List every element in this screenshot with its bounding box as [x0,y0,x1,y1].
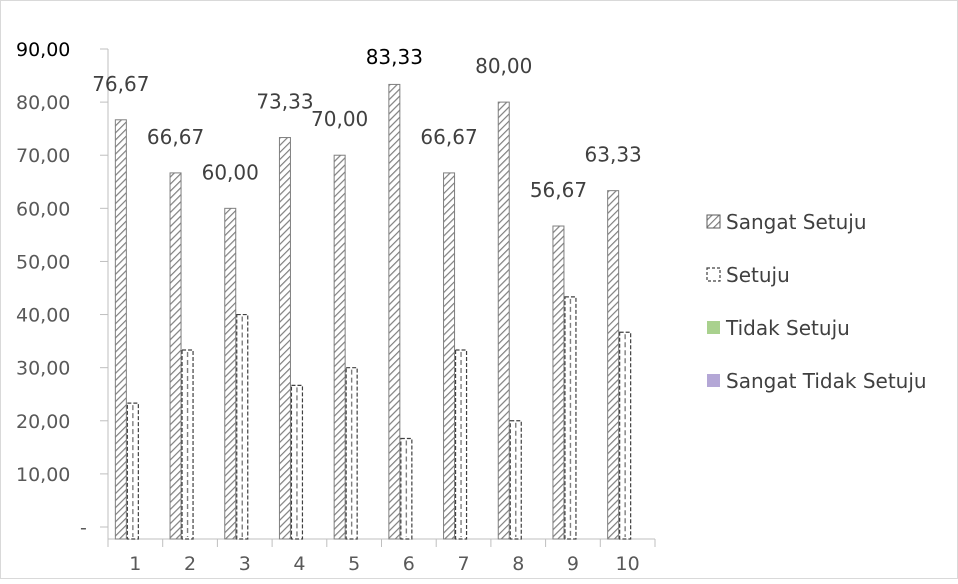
legend-label: Sangat Tidak Setuju [726,369,927,393]
x-tick-label: 8 [512,553,524,575]
y-tick-label: 60,00 [16,198,70,220]
bar-sangat-setuju [114,119,127,540]
y-tick-label: 10,00 [16,464,70,486]
bars [114,83,632,540]
bar-sangat-setuju [333,154,346,540]
data-label: 56,67 [530,178,587,202]
y-tick-label: 20,00 [16,411,70,433]
x-tick-label: 6 [403,553,415,575]
bar-sangat-setuju [497,101,510,540]
bar-setuju [619,331,632,540]
y-axis: - 10,00 20,00 30,00 40,00 50,00 60,00 70,00 80,0… [16,39,109,539]
bar-sangat-setuju [607,190,620,540]
data-label: 76,67 [92,72,149,96]
y-tick-label: 50,00 [16,251,70,273]
bar-setuju [564,296,577,540]
legend-label: Tidak Setuju [725,316,850,340]
data-label: 60,00 [202,160,259,184]
legend-swatch [707,321,720,334]
legend-label: Setuju [726,263,790,287]
x-tick-label: 5 [348,553,360,575]
x-tick-label: 7 [458,553,470,575]
y-tick-label: 40,00 [16,305,70,327]
x-tick-label: 3 [239,553,251,575]
bar-sangat-setuju [224,207,237,540]
data-label: 66,67 [147,125,204,149]
bar-sangat-setuju [169,172,182,540]
data-label: 70,00 [311,107,368,131]
data-label: 73,33 [256,90,313,114]
legend-label: Sangat Setuju [726,210,867,234]
bar-sangat-setuju [388,83,401,540]
x-tick-label: 10 [616,553,640,575]
y-tick-label: 30,00 [16,358,70,380]
legend-swatch [706,214,721,229]
bar-sangat-setuju [552,225,565,540]
y-tick-label: 90,00 [16,39,70,61]
x-tick-label: 2 [184,553,196,575]
data-label: 63,33 [585,143,642,167]
bar-sangat-setuju [278,137,291,540]
y-tick-label: 80,00 [16,92,70,114]
y-tick-label: 70,00 [16,145,70,167]
bar-sangat-setuju [443,172,456,540]
data-label: 66,67 [420,125,477,149]
data-label: 83,33 [366,45,423,69]
bar-setuju [236,313,249,540]
x-axis: 1 2 3 4 5 6 7 8 9 10 [107,538,656,575]
legend-swatch [707,374,720,387]
data-label: 80,00 [475,54,532,78]
x-tick-label: 1 [129,553,141,575]
x-tick-label: 4 [293,553,305,575]
legend-swatch [706,267,721,282]
legend: Sangat Setuju Setuju Tidak Setuju Sangat Ti… [706,210,927,393]
y-tick-label: - [80,517,87,539]
x-tick-label: 9 [567,553,579,575]
